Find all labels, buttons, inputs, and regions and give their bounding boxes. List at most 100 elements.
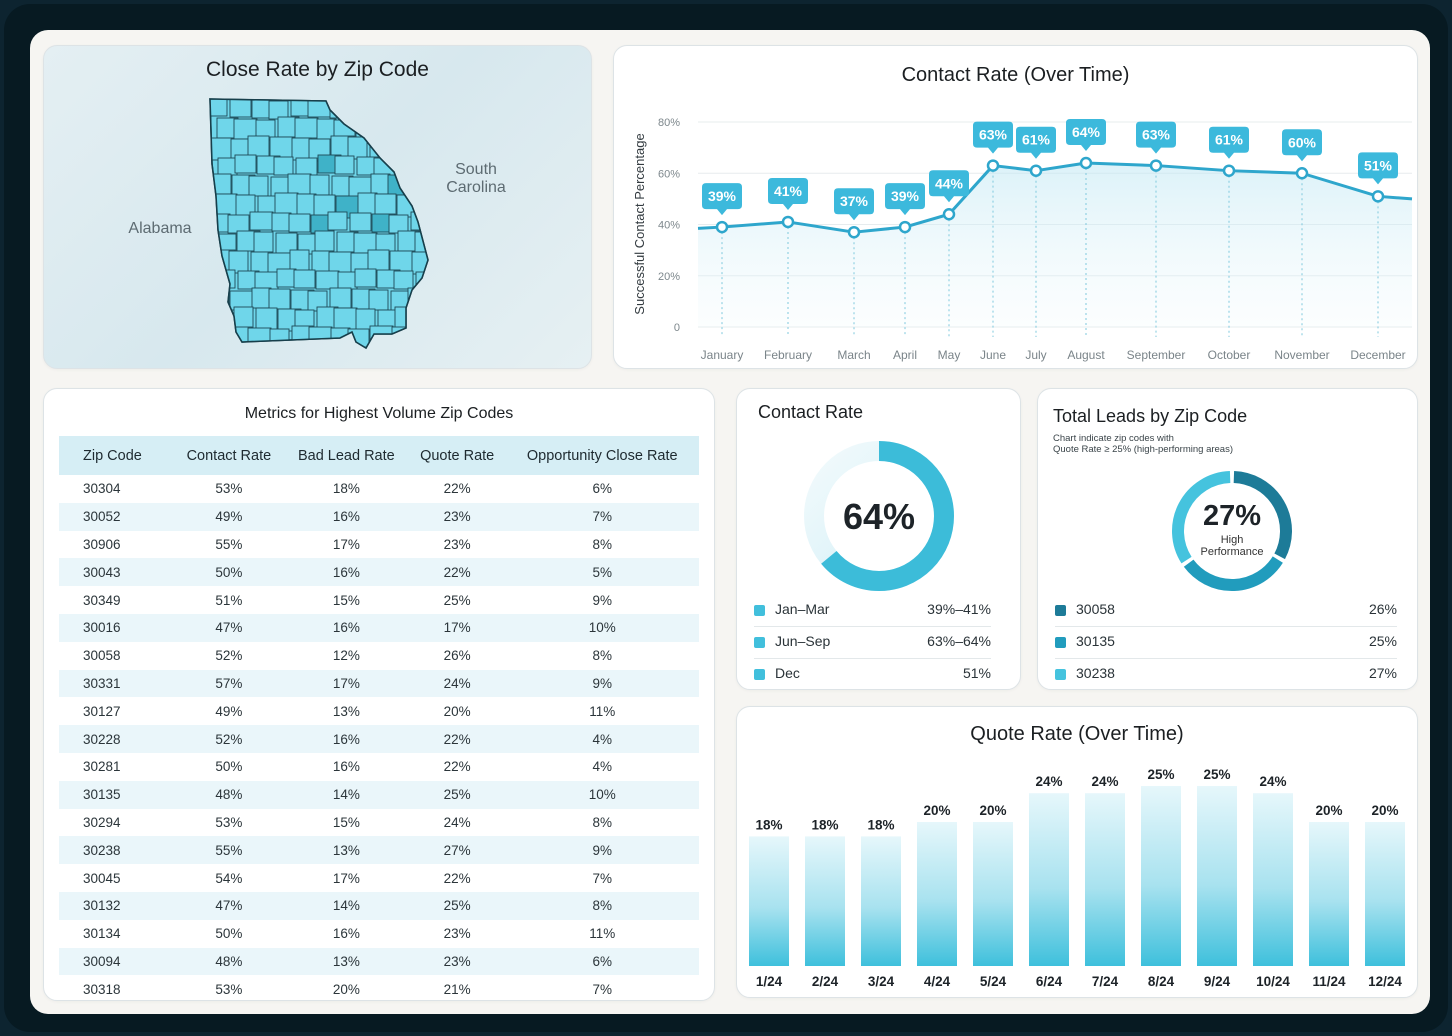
column-header-contact-rate[interactable]: Contact Rate bbox=[186, 447, 272, 464]
bar-label-4/24: 20% bbox=[923, 803, 950, 818]
county-cell-73 bbox=[349, 212, 372, 232]
table-row[interactable]: 30304 53% 18% 22% 6% bbox=[59, 475, 699, 503]
cell-zip-code: 30135 bbox=[83, 787, 121, 803]
cell-bad-lead-rate: 17% bbox=[332, 870, 360, 886]
county-cell-54 bbox=[409, 175, 428, 197]
contact-rate-legend: Jan–Mar 39%–41% Jun–Sep 63%–64% Dec 51% bbox=[754, 597, 991, 693]
cell-zip-code: 30331 bbox=[83, 675, 121, 691]
x-tick-5/24: 5/24 bbox=[980, 974, 1007, 989]
county-cell-116 bbox=[329, 287, 352, 309]
county-cell-142 bbox=[408, 327, 428, 347]
cell-contact-rate: 54% bbox=[215, 870, 243, 886]
data-label-bubble-january bbox=[702, 183, 742, 216]
legend-value: 25% bbox=[1368, 633, 1397, 649]
table-row[interactable]: 30238 55% 13% 27% 9% bbox=[59, 836, 699, 865]
column-header-opportunity-close-rate[interactable]: Opportunity Close Rate bbox=[526, 447, 678, 464]
cell-contact-rate: 53% bbox=[215, 981, 243, 997]
cell-zip-code: 30132 bbox=[83, 898, 121, 914]
cell-bad-lead-rate: 14% bbox=[332, 898, 360, 914]
county-cell-9 bbox=[390, 99, 411, 118]
x-tick-6/24: 6/24 bbox=[1036, 974, 1063, 989]
cell-contact-rate: 52% bbox=[215, 731, 243, 747]
label-south-carolina: South Carolina bbox=[434, 161, 518, 197]
table-row[interactable]: 30016 47% 16% 17% 10% bbox=[59, 613, 699, 642]
cell-contact-rate: 49% bbox=[215, 509, 243, 525]
cell-opportunity-close-rate: 7% bbox=[592, 981, 612, 997]
cell-contact-rate: 47% bbox=[215, 620, 243, 636]
cell-quote-rate: 17% bbox=[443, 620, 471, 636]
x-tick-november: November bbox=[1274, 348, 1329, 362]
table-row[interactable]: 30281 50% 16% 22% 4% bbox=[59, 753, 699, 781]
data-label-may: 44% bbox=[935, 175, 964, 191]
table-row[interactable]: 30228 52% 16% 22% 4% bbox=[59, 725, 699, 753]
bar-3/24 bbox=[861, 836, 901, 966]
cell-bad-lead-rate: 16% bbox=[332, 509, 360, 525]
table-row[interactable]: 30094 48% 13% 23% 6% bbox=[59, 947, 699, 976]
leads-legend: 30058 26% 30135 25% 30238 27% bbox=[1055, 597, 1397, 693]
table-body: 30304 53% 18% 22% 6% 30052 49% 16% 23% 7% 30906 55%… bbox=[59, 475, 699, 1000]
county-cell-6 bbox=[329, 99, 350, 119]
leads-center-label-line1: High bbox=[1221, 534, 1244, 546]
point-august bbox=[1079, 156, 1093, 170]
data-label-november: 60% bbox=[1288, 134, 1317, 150]
cell-opportunity-close-rate: 9% bbox=[592, 675, 612, 691]
cell-contact-rate: 50% bbox=[215, 926, 243, 942]
column-header-bad-lead-rate[interactable]: Bad Lead Rate bbox=[297, 447, 395, 464]
table-row[interactable]: 30045 54% 17% 22% 7% bbox=[59, 864, 699, 892]
cell-bad-lead-rate: 12% bbox=[332, 648, 360, 664]
table-row[interactable]: 30331 57% 17% 24% 9% bbox=[59, 669, 699, 698]
cell-zip-code: 30094 bbox=[83, 953, 121, 969]
legend-divider bbox=[1055, 658, 1397, 659]
county-cell-32 bbox=[408, 135, 428, 159]
table-row[interactable]: 30906 55% 17% 23% 8% bbox=[59, 531, 699, 559]
cell-contact-rate: 55% bbox=[215, 842, 243, 858]
cell-opportunity-close-rate: 6% bbox=[592, 953, 612, 969]
table-row[interactable]: 30132 47% 14% 25% 8% bbox=[59, 891, 699, 920]
table-row[interactable]: 30294 53% 15% 24% 8% bbox=[59, 809, 699, 837]
county-cell-99 bbox=[215, 269, 236, 289]
county-cell-122 bbox=[233, 306, 254, 330]
county-cell-103 bbox=[293, 269, 316, 289]
label-south-carolina-line2: Carolina bbox=[446, 179, 506, 196]
table-row[interactable]: 30052 49% 16% 23% 7% bbox=[59, 502, 699, 531]
line-area-fill bbox=[698, 163, 1412, 327]
x-tick-february: February bbox=[764, 348, 812, 362]
table-row[interactable]: 30349 51% 15% 25% 9% bbox=[59, 586, 699, 614]
cell-bad-lead-rate: 13% bbox=[332, 953, 360, 969]
legend-divider bbox=[754, 658, 991, 659]
table-row[interactable]: 30135 48% 14% 25% 10% bbox=[59, 780, 699, 809]
column-header-quote-rate[interactable]: Quote Rate bbox=[420, 447, 495, 464]
legend-label: 30238 bbox=[1076, 665, 1115, 681]
dashboard-screen: Close Rate by Zip Code Alabama South Car… bbox=[30, 30, 1430, 1014]
county-cell-52 bbox=[370, 173, 391, 195]
x-tick-10/24: 10/24 bbox=[1256, 974, 1290, 989]
county-cell-127 bbox=[333, 307, 358, 331]
table-row[interactable]: 30058 52% 12% 26% 8% bbox=[59, 642, 699, 670]
cell-opportunity-close-rate: 10% bbox=[588, 620, 616, 636]
legend-value: 26% bbox=[1368, 601, 1397, 617]
georgia-border bbox=[209, 98, 429, 350]
cell-bad-lead-rate: 20% bbox=[332, 981, 360, 997]
cell-opportunity-close-rate: 9% bbox=[592, 592, 612, 608]
legend-label: Jun–Sep bbox=[775, 633, 831, 649]
x-tick-12/24: 12/24 bbox=[1368, 974, 1402, 989]
point-july bbox=[1029, 164, 1043, 177]
cell-zip-code: 30016 bbox=[83, 620, 121, 636]
table-row[interactable]: 30134 50% 16% 23% 11% bbox=[59, 920, 699, 948]
data-label-july: 61% bbox=[1022, 132, 1051, 148]
cell-quote-rate: 22% bbox=[443, 731, 471, 747]
data-label-march: 37% bbox=[840, 193, 869, 209]
county-cell-19 bbox=[377, 117, 398, 139]
column-header-zip-code[interactable]: Zip Code bbox=[83, 447, 142, 464]
legend-swatch bbox=[1055, 669, 1066, 680]
point-march bbox=[847, 225, 861, 239]
contact-rate-title: Contact Rate bbox=[758, 402, 864, 422]
county-cell-65 bbox=[413, 195, 428, 219]
county-cell-7 bbox=[351, 100, 374, 120]
table-row[interactable]: 30318 53% 20% 21% 7% bbox=[59, 975, 699, 1000]
table-row[interactable]: 30043 50% 16% 22% 5% bbox=[59, 558, 699, 587]
county-cell-64 bbox=[396, 194, 421, 218]
contact-rate-donut: 64% bbox=[804, 441, 954, 591]
cell-opportunity-close-rate: 10% bbox=[588, 787, 616, 803]
table-row[interactable]: 30127 49% 13% 20% 11% bbox=[59, 697, 699, 725]
